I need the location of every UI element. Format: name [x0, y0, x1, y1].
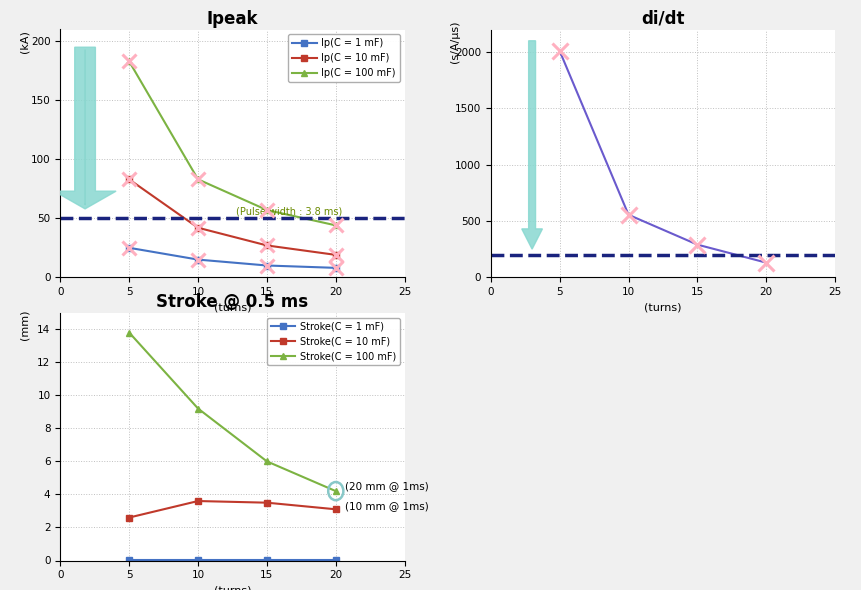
Ip(C = 1 mF) [124, 244, 134, 251]
Ip(C = 1 mF) [262, 262, 272, 269]
di/dt [554, 47, 565, 54]
X-axis label: (turns): (turns) [214, 586, 251, 590]
Stroke(C = 10 mF) [262, 499, 272, 506]
Line: Ip(C = 10 mF): Ip(C = 10 mF) [127, 176, 338, 258]
Title: di/dt: di/dt [641, 10, 684, 28]
Ip(C = 1 mF) [331, 264, 341, 271]
Ip(C = 100 mF) [262, 206, 272, 214]
Y-axis label: (mm): (mm) [19, 310, 29, 340]
Ip(C = 100 mF) [331, 222, 341, 229]
Ip(C = 10 mF) [262, 242, 272, 249]
X-axis label: (turns): (turns) [214, 303, 251, 313]
Title: Ipeak: Ipeak [207, 10, 258, 28]
Ip(C = 10 mF) [193, 224, 203, 231]
Text: (20 mm @ 1ms): (20 mm @ 1ms) [345, 481, 429, 491]
Stroke(C = 1 mF) [124, 556, 134, 563]
di/dt [761, 259, 771, 266]
FancyArrow shape [54, 47, 116, 209]
di/dt [623, 211, 634, 218]
Legend: Ip(C = 1 mF), Ip(C = 10 mF), Ip(C = 100 mF): Ip(C = 1 mF), Ip(C = 10 mF), Ip(C = 100 … [288, 34, 400, 82]
Stroke(C = 10 mF) [124, 514, 134, 521]
Text: (Pulse width : 3.8 ms): (Pulse width : 3.8 ms) [237, 206, 343, 217]
Ip(C = 100 mF) [124, 58, 134, 65]
Stroke(C = 10 mF) [331, 506, 341, 513]
Line: Ip(C = 1 mF): Ip(C = 1 mF) [127, 245, 338, 271]
Ip(C = 10 mF) [124, 176, 134, 183]
Stroke(C = 1 mF) [262, 556, 272, 563]
di/dt [692, 241, 703, 248]
Stroke(C = 1 mF) [193, 556, 203, 563]
Y-axis label: (kA): (kA) [19, 31, 29, 53]
Line: di/dt: di/dt [560, 51, 766, 263]
Line: Ip(C = 100 mF): Ip(C = 100 mF) [127, 58, 338, 228]
Ip(C = 10 mF) [331, 251, 341, 258]
Text: (10 mm @ 1ms): (10 mm @ 1ms) [345, 502, 429, 512]
Y-axis label: (s/A/μs): (s/A/μs) [449, 21, 460, 63]
X-axis label: (turns): (turns) [644, 303, 682, 313]
FancyArrow shape [522, 41, 542, 249]
Stroke(C = 100 mF) [262, 458, 272, 465]
Stroke(C = 1 mF) [331, 556, 341, 563]
Line: Stroke(C = 1 mF): Stroke(C = 1 mF) [127, 557, 338, 562]
Stroke(C = 100 mF) [193, 405, 203, 412]
Stroke(C = 100 mF) [124, 329, 134, 336]
Title: Stroke @ 0.5 ms: Stroke @ 0.5 ms [157, 293, 308, 311]
Ip(C = 100 mF) [193, 176, 203, 183]
Legend: Stroke(C = 1 mF), Stroke(C = 10 mF), Stroke(C = 100 mF): Stroke(C = 1 mF), Stroke(C = 10 mF), Str… [267, 317, 400, 365]
Line: Stroke(C = 100 mF): Stroke(C = 100 mF) [127, 330, 338, 494]
Ip(C = 1 mF) [193, 256, 203, 263]
Stroke(C = 100 mF) [331, 487, 341, 494]
Stroke(C = 10 mF) [193, 497, 203, 504]
Line: Stroke(C = 10 mF): Stroke(C = 10 mF) [127, 498, 338, 520]
